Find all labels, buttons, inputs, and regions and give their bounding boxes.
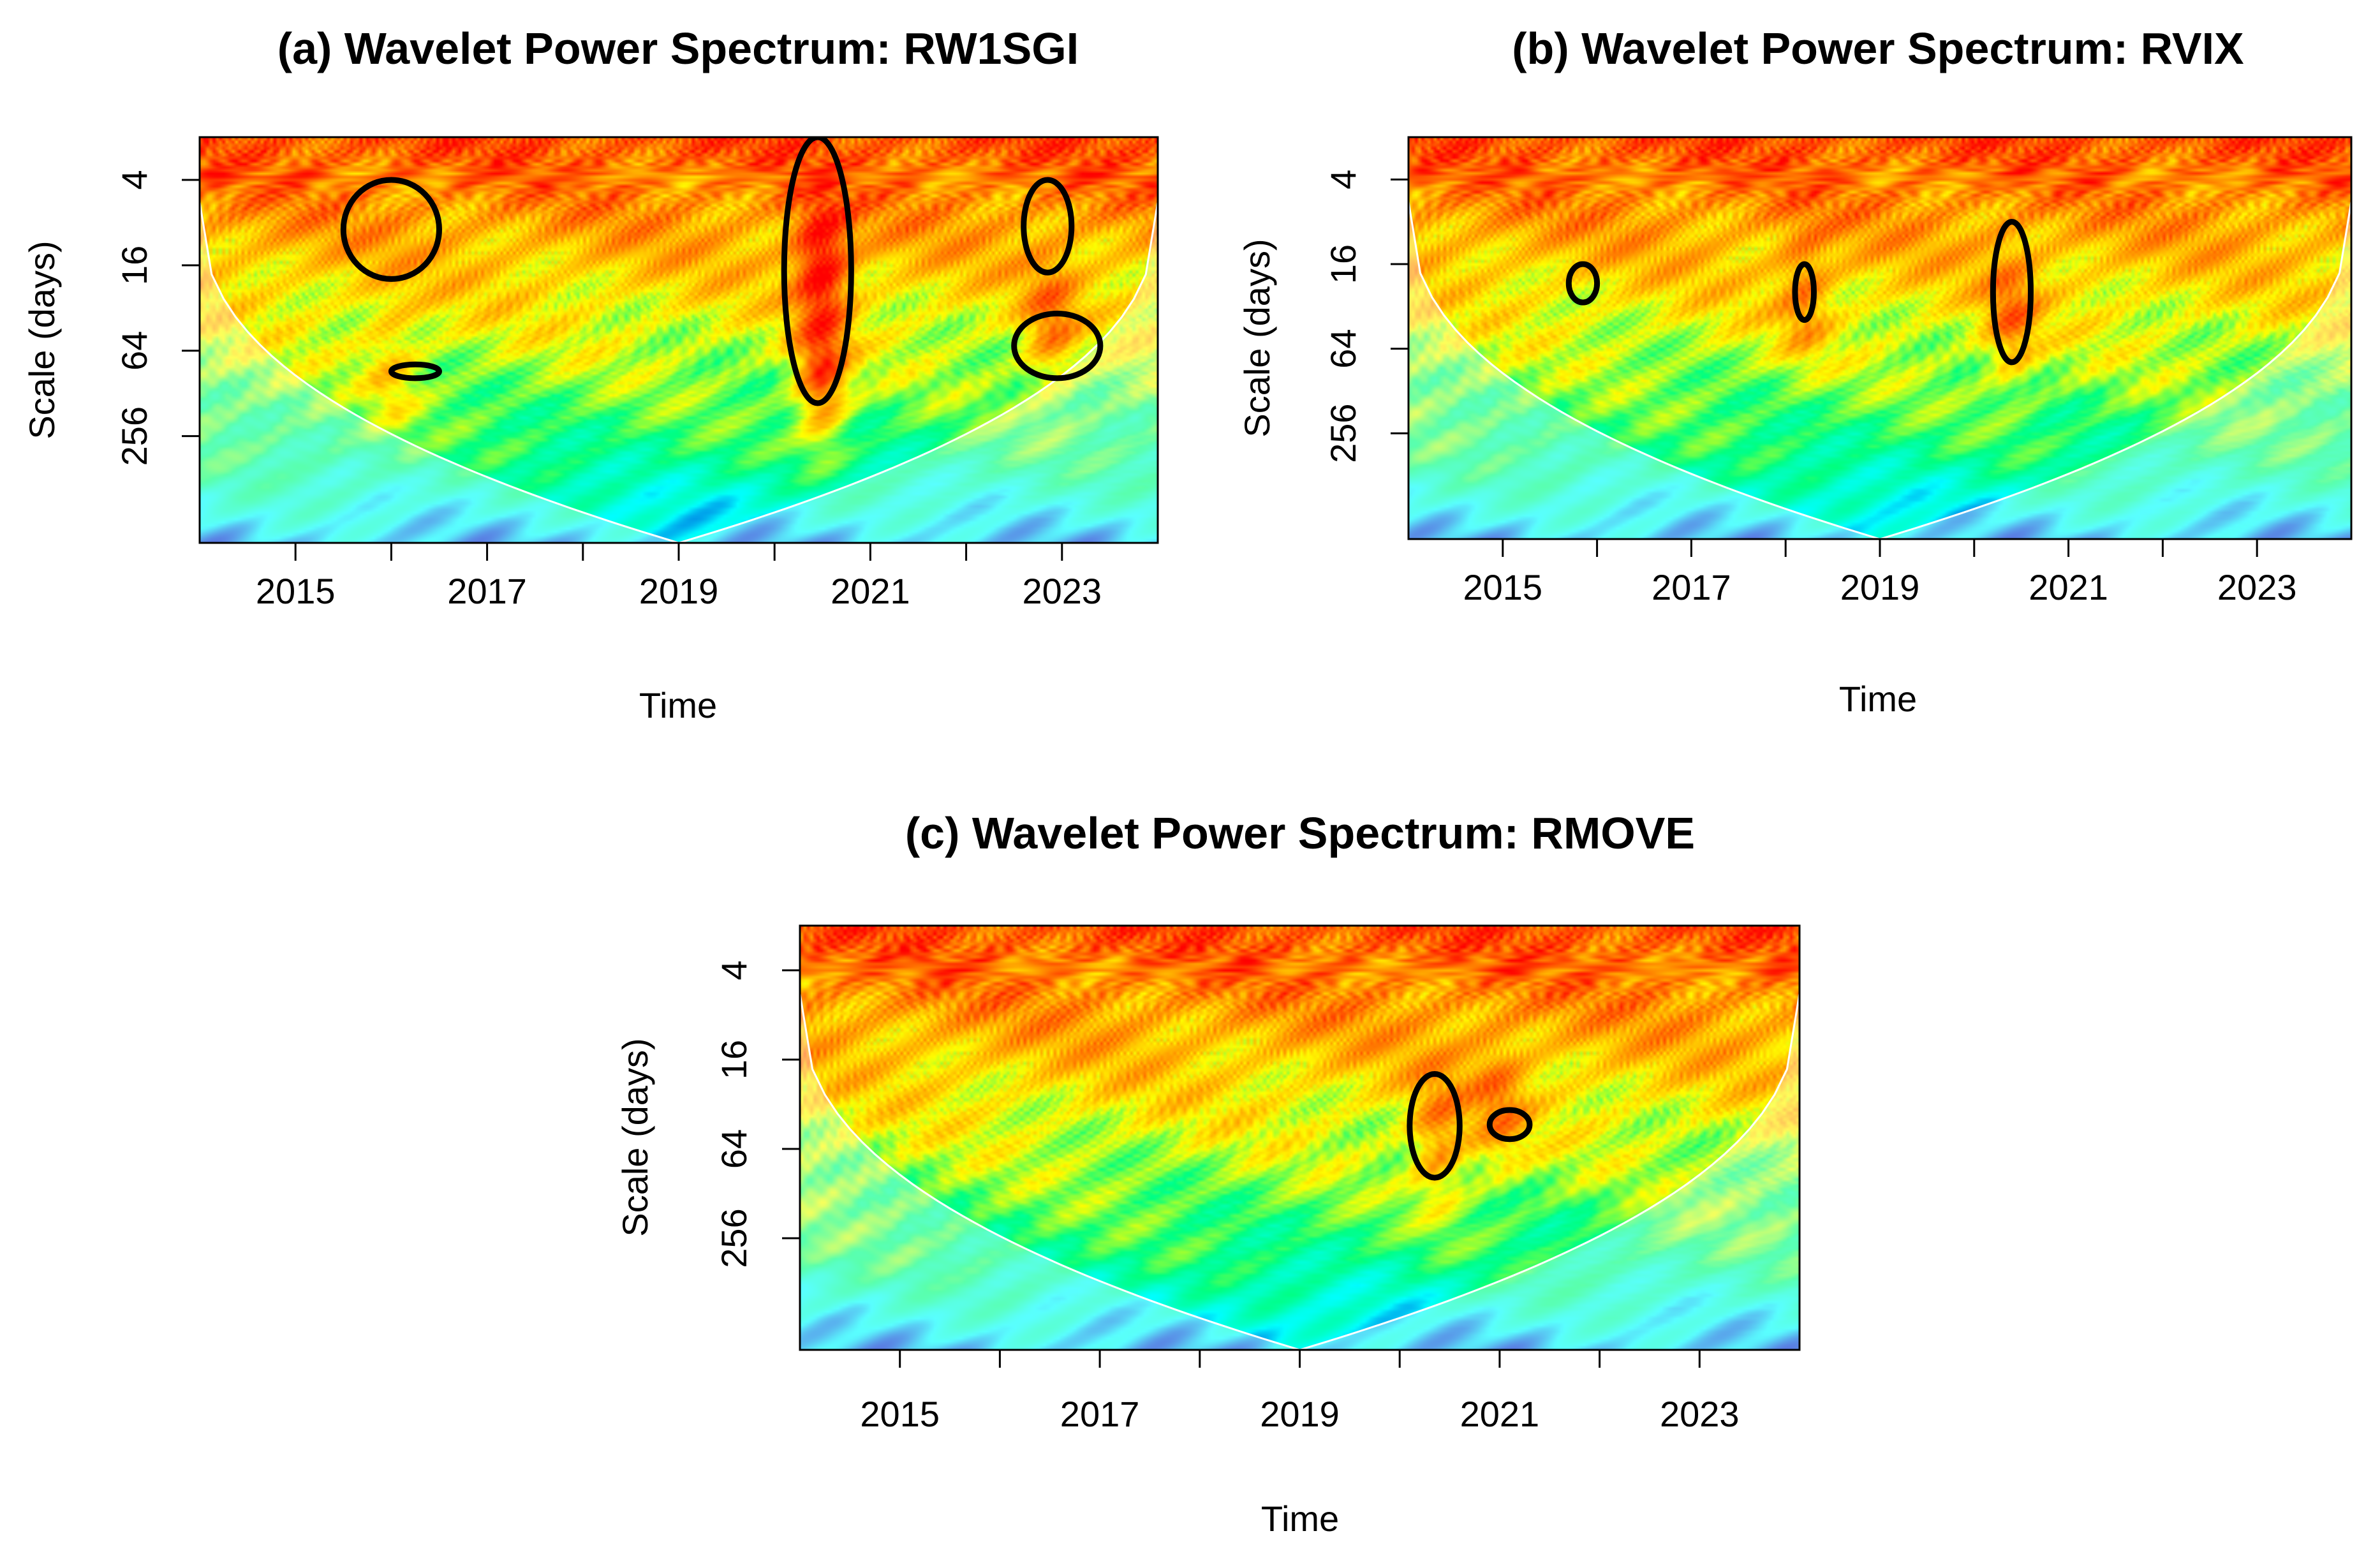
x-tick-label: 2023 bbox=[1660, 1394, 1740, 1434]
y-tick-label: 256 bbox=[714, 1208, 754, 1268]
significance-contour bbox=[1011, 310, 1104, 381]
panel-a: (a) Wavelet Power Spectrum: RW1SGI 2015 2… bbox=[22, 24, 1159, 725]
x-tick-label: 2021 bbox=[2029, 567, 2108, 607]
panel-b-plot-area bbox=[1408, 137, 2351, 539]
x-tick-label: 2015 bbox=[256, 571, 336, 611]
panel-a-plot-area bbox=[200, 137, 1158, 543]
power-heatmap bbox=[1408, 137, 2351, 539]
panel-b-xlabel: Time bbox=[1839, 679, 1917, 719]
significance-contour bbox=[1021, 177, 1075, 276]
y-tick-label: 64 bbox=[1323, 329, 1363, 368]
significance-contour bbox=[1565, 261, 1600, 306]
significance-contour bbox=[1486, 1107, 1533, 1143]
significance-contour bbox=[781, 137, 854, 406]
panel-c: (c) Wavelet Power Spectrum: RMOVE 2015 20… bbox=[615, 808, 1801, 1539]
panel-a-axes: 2015 2017 2019 2021 2023 4 16 64 256 bbox=[114, 136, 1159, 611]
y-tick-label: 4 bbox=[714, 960, 754, 980]
x-tick-label: 2017 bbox=[1060, 1394, 1140, 1434]
y-tick-label: 4 bbox=[1323, 170, 1363, 189]
x-tick-label: 2023 bbox=[2217, 567, 2297, 607]
significance-contour bbox=[1792, 261, 1817, 323]
y-tick-label: 64 bbox=[114, 331, 154, 371]
significance-contour bbox=[340, 177, 442, 282]
y-tick-label: 4 bbox=[114, 170, 154, 189]
x-tick-label: 2019 bbox=[1840, 567, 1920, 607]
y-tick-label: 256 bbox=[114, 406, 154, 466]
cone-of-influence-line bbox=[800, 993, 1800, 1350]
x-tick-label: 2021 bbox=[831, 571, 910, 611]
panel-a-xlabel: Time bbox=[639, 685, 717, 725]
x-tick-label: 2019 bbox=[1260, 1394, 1340, 1434]
power-heatmap bbox=[200, 137, 1158, 543]
y-tick-label: 16 bbox=[714, 1040, 754, 1079]
x-tick-label: 2017 bbox=[1652, 567, 1731, 607]
x-tick-label: 2023 bbox=[1023, 571, 1102, 611]
y-tick-label: 256 bbox=[1323, 403, 1363, 463]
power-heatmap bbox=[800, 926, 1800, 1350]
y-tick-label: 64 bbox=[714, 1129, 754, 1169]
panel-a-title: (a) Wavelet Power Spectrum: RW1SGI bbox=[277, 24, 1079, 73]
x-tick-label: 2015 bbox=[1463, 567, 1543, 607]
significance-contour bbox=[388, 361, 443, 381]
y-tick-label: 16 bbox=[1323, 244, 1363, 284]
panel-c-axes: 2015 2017 2019 2021 2023 4 16 64 256 bbox=[714, 924, 1801, 1434]
panel-a-ylabel: Scale (days) bbox=[22, 241, 62, 439]
panel-b: (b) Wavelet Power Spectrum: RVIX 2015 201… bbox=[1237, 24, 2353, 719]
panel-b-ylabel: Scale (days) bbox=[1237, 239, 1277, 437]
significance-contour bbox=[1990, 219, 2034, 366]
panel-b-axes: 2015 2017 2019 2021 2023 4 16 64 256 bbox=[1323, 136, 2353, 607]
x-tick-label: 2017 bbox=[447, 571, 527, 611]
significance-contour bbox=[1407, 1071, 1463, 1181]
cone-of-influence-line bbox=[200, 202, 1158, 543]
panel-b-title: (b) Wavelet Power Spectrum: RVIX bbox=[1512, 24, 2244, 73]
x-tick-label: 2021 bbox=[1460, 1394, 1540, 1434]
panel-c-plot-area bbox=[800, 926, 1800, 1350]
y-tick-label: 16 bbox=[114, 246, 154, 285]
panel-c-ylabel: Scale (days) bbox=[615, 1038, 655, 1236]
x-tick-label: 2015 bbox=[860, 1394, 940, 1434]
cone-of-influence-line bbox=[1408, 201, 2351, 539]
panel-c-title: (c) Wavelet Power Spectrum: RMOVE bbox=[905, 808, 1695, 858]
panel-c-xlabel: Time bbox=[1261, 1499, 1339, 1539]
x-tick-label: 2019 bbox=[639, 571, 719, 611]
